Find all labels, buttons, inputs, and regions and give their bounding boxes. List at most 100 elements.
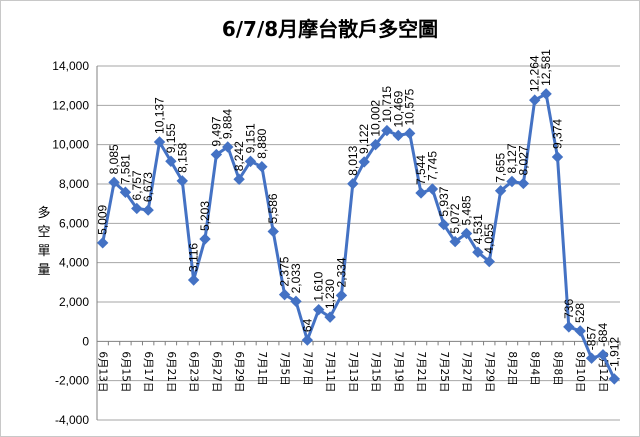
chart-title: 6/7/8月摩台散戶多空圖 <box>222 17 438 41</box>
data-label: 8,027 <box>516 145 530 175</box>
data-point-marker <box>165 155 177 167</box>
data-label: 8,242 <box>232 141 246 171</box>
data-point-marker <box>597 349 609 361</box>
data-label: 1,610 <box>312 271 326 301</box>
x-tick-label: 8月2日 <box>506 351 518 385</box>
data-point-marker <box>506 175 518 188</box>
data-point-marker <box>222 141 234 153</box>
x-tick-label: 8月4日 <box>529 351 541 385</box>
data-point-marker <box>256 160 268 173</box>
series-line-group <box>96 88 621 385</box>
data-label: 8,085 <box>107 144 121 174</box>
data-label: 9,374 <box>550 119 564 149</box>
x-tick-label: 7月27日 <box>461 351 473 392</box>
x-tick-label: 7月5日 <box>279 351 291 385</box>
y-tick-labels: -4,000 -2,000 0 2,000 4,000 6,000 8,000 10,000 1… <box>52 59 89 427</box>
x-tick-label: 7月15日 <box>370 351 382 392</box>
data-label: 1,230 <box>323 279 337 309</box>
x-tick-label: 6月27日 <box>210 351 222 392</box>
data-point-marker <box>608 373 621 385</box>
data-label: 9,497 <box>209 116 223 146</box>
data-point-marker <box>551 151 564 163</box>
data-label: 10,469 <box>391 90 405 127</box>
x-tick-label: 7月29日 <box>483 351 495 392</box>
data-point-marker <box>358 156 370 168</box>
y-tick-label: 12,000 <box>52 98 89 112</box>
data-label: 4,055 <box>482 223 496 253</box>
data-point-marker <box>335 289 348 302</box>
data-point-marker <box>244 155 257 168</box>
data-point-marker <box>381 124 393 137</box>
data-label: -857 <box>585 326 599 350</box>
x-tick-label: 6月15日 <box>119 351 131 392</box>
data-point-marker <box>415 187 427 199</box>
data-point-marker <box>119 186 132 198</box>
data-point-marker <box>96 237 109 249</box>
data-point-marker <box>563 321 575 333</box>
y-tick-label: -4,000 <box>55 413 89 427</box>
data-label: 7,581 <box>118 154 132 184</box>
x-tick-label: 7月25日 <box>438 351 450 392</box>
axes <box>96 66 621 420</box>
y-axis-title-char: 多 <box>37 205 50 221</box>
data-label: 736 <box>562 299 576 319</box>
data-label: 64 <box>300 318 314 332</box>
data-label: 12,264 <box>528 55 542 92</box>
y-tick-label: 14,000 <box>52 59 89 73</box>
data-point-marker <box>199 233 211 245</box>
x-tick-label: 7月21日 <box>415 351 427 392</box>
data-label: -1,912 <box>607 337 621 371</box>
data-label: 6,757 <box>130 170 144 200</box>
data-point-marker <box>369 138 382 151</box>
data-label: 9,155 <box>164 123 178 153</box>
data-label: 4,531 <box>471 214 485 244</box>
data-label: 5,203 <box>198 201 212 231</box>
data-label: 12,581 <box>539 49 553 86</box>
gridlines <box>97 65 620 421</box>
y-tick-label: 2,000 <box>59 295 89 309</box>
data-point-marker <box>233 173 245 185</box>
x-tick-label: 7月7日 <box>301 351 313 385</box>
data-point-marker <box>153 136 166 148</box>
data-label: 2,033 <box>289 263 303 293</box>
data-point-marker <box>142 204 154 216</box>
data-point-marker <box>460 227 473 240</box>
data-point-marker <box>426 183 439 195</box>
data-point-marker <box>301 334 314 346</box>
series-line <box>101 92 616 380</box>
data-point-marker <box>449 235 461 248</box>
data-label: 2,334 <box>334 257 348 287</box>
data-label: 10,575 <box>403 88 417 125</box>
y-tick-label: 4,000 <box>59 256 89 270</box>
y-tick-label: 8,000 <box>59 177 89 191</box>
y-axis-title-char: 空 <box>37 225 50 240</box>
data-point-marker <box>403 127 416 140</box>
data-point-marker <box>176 175 188 187</box>
data-point-marker <box>585 352 598 364</box>
data-point-marker <box>438 218 450 231</box>
data-label: 2,375 <box>278 256 292 286</box>
data-point-marker <box>312 303 325 316</box>
data-label: 10,002 <box>369 100 383 137</box>
x-tick-label: 6月13日 <box>97 351 109 392</box>
y-axis-title-char: 單 <box>37 244 50 259</box>
data-point-marker <box>210 148 223 161</box>
data-label: 8,127 <box>505 143 519 173</box>
data-point-marker <box>108 176 120 189</box>
data-point-marker <box>347 178 359 190</box>
y-tick-label: 10,000 <box>52 138 89 152</box>
x-tick-label: 7月13日 <box>347 351 359 392</box>
data-label: 9,884 <box>221 109 235 139</box>
x-tick-label: 6月17日 <box>142 351 154 392</box>
data-point-marker <box>131 202 143 215</box>
data-label: 5,937 <box>437 186 451 216</box>
data-point-marker <box>529 94 541 106</box>
x-tick-labels: 6月13日 6月15日 6月17日 6月21日 6月23日 6月27日 6月29日 7月1日 7… <box>97 351 609 392</box>
data-point-marker <box>472 246 484 258</box>
data-point-marker <box>494 185 507 197</box>
data-label: 8,013 <box>346 145 360 175</box>
data-point-marker <box>187 274 200 286</box>
